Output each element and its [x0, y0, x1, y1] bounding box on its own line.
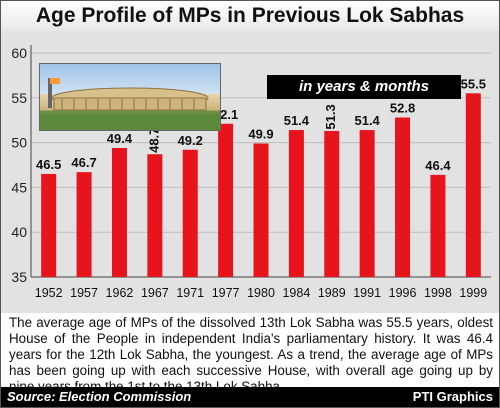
x-tick-label: 1952 [35, 286, 63, 300]
value-label: 51.4 [354, 113, 380, 128]
x-tick-label: 1962 [106, 286, 134, 300]
x-tick-label: 1971 [176, 286, 204, 300]
bar [76, 172, 92, 277]
bar [41, 173, 57, 277]
bar [182, 149, 198, 277]
value-label: 55.5 [461, 76, 486, 91]
description-text: The average age of MPs of the dissolved … [9, 315, 493, 394]
x-tick-label: 1980 [247, 286, 275, 300]
value-label: 46.4 [425, 158, 451, 173]
x-tick-label: 1984 [282, 286, 310, 300]
chart-subtitle: in years & months [267, 75, 461, 99]
value-label: 49.9 [248, 126, 273, 141]
x-tick-label: 1977 [212, 286, 240, 300]
x-tick-label: 1967 [141, 286, 169, 300]
value-label: 46.5 [36, 157, 61, 172]
chart-title: Age Profile of MPs in Previous Lok Sabha… [35, 4, 465, 27]
bar [253, 143, 269, 277]
x-tick-label: 1996 [389, 286, 417, 300]
bar [465, 93, 481, 277]
y-tick-label: 60 [11, 45, 27, 61]
footer-bar: Source: Election Commission PTI Graphics [1, 387, 499, 407]
bar [395, 117, 411, 278]
x-tick-label: 1999 [459, 286, 487, 300]
x-tick-label: 1957 [70, 286, 98, 300]
source-note: Source: Election Commission [7, 389, 192, 404]
value-label: 52.8 [390, 101, 415, 116]
x-tick-label: 1989 [318, 286, 346, 300]
bar [218, 123, 234, 277]
bar [324, 130, 340, 277]
parliament-photo [39, 63, 221, 131]
bar [111, 147, 127, 277]
y-tick-label: 45 [11, 179, 27, 195]
value-label: 46.7 [71, 155, 96, 170]
x-tick-label: 1991 [353, 286, 381, 300]
credit-label: PTI Graphics [412, 389, 493, 404]
value-label: 49.2 [178, 133, 203, 148]
y-tick-label: 55 [11, 90, 27, 106]
value-label: 51.3 [323, 104, 338, 129]
title-bar: Age Profile of MPs in Previous Lok Sabha… [1, 1, 499, 31]
y-tick-label: 35 [11, 269, 27, 285]
x-tick-label: 1998 [424, 286, 452, 300]
parliament-building-icon [40, 78, 220, 130]
bar [288, 130, 304, 277]
bar [147, 154, 163, 277]
value-label: 51.4 [284, 113, 310, 128]
y-tick-label: 50 [11, 135, 27, 151]
bar [359, 130, 375, 277]
y-tick-label: 40 [11, 224, 27, 240]
value-label: 48.7 [146, 128, 161, 153]
bar [430, 174, 446, 277]
description-panel: The average age of MPs of the dissolved … [1, 313, 499, 394]
value-label: 49.4 [107, 131, 133, 146]
plot-area: 35 40 45 50 55 60 46.5 1952 46.7 1957 49.4 1962 48.7… [1, 31, 499, 311]
bar-chart: 35 40 45 50 55 60 46.5 1952 46.7 1957 49.4 1962 48.7… [11, 45, 491, 300]
